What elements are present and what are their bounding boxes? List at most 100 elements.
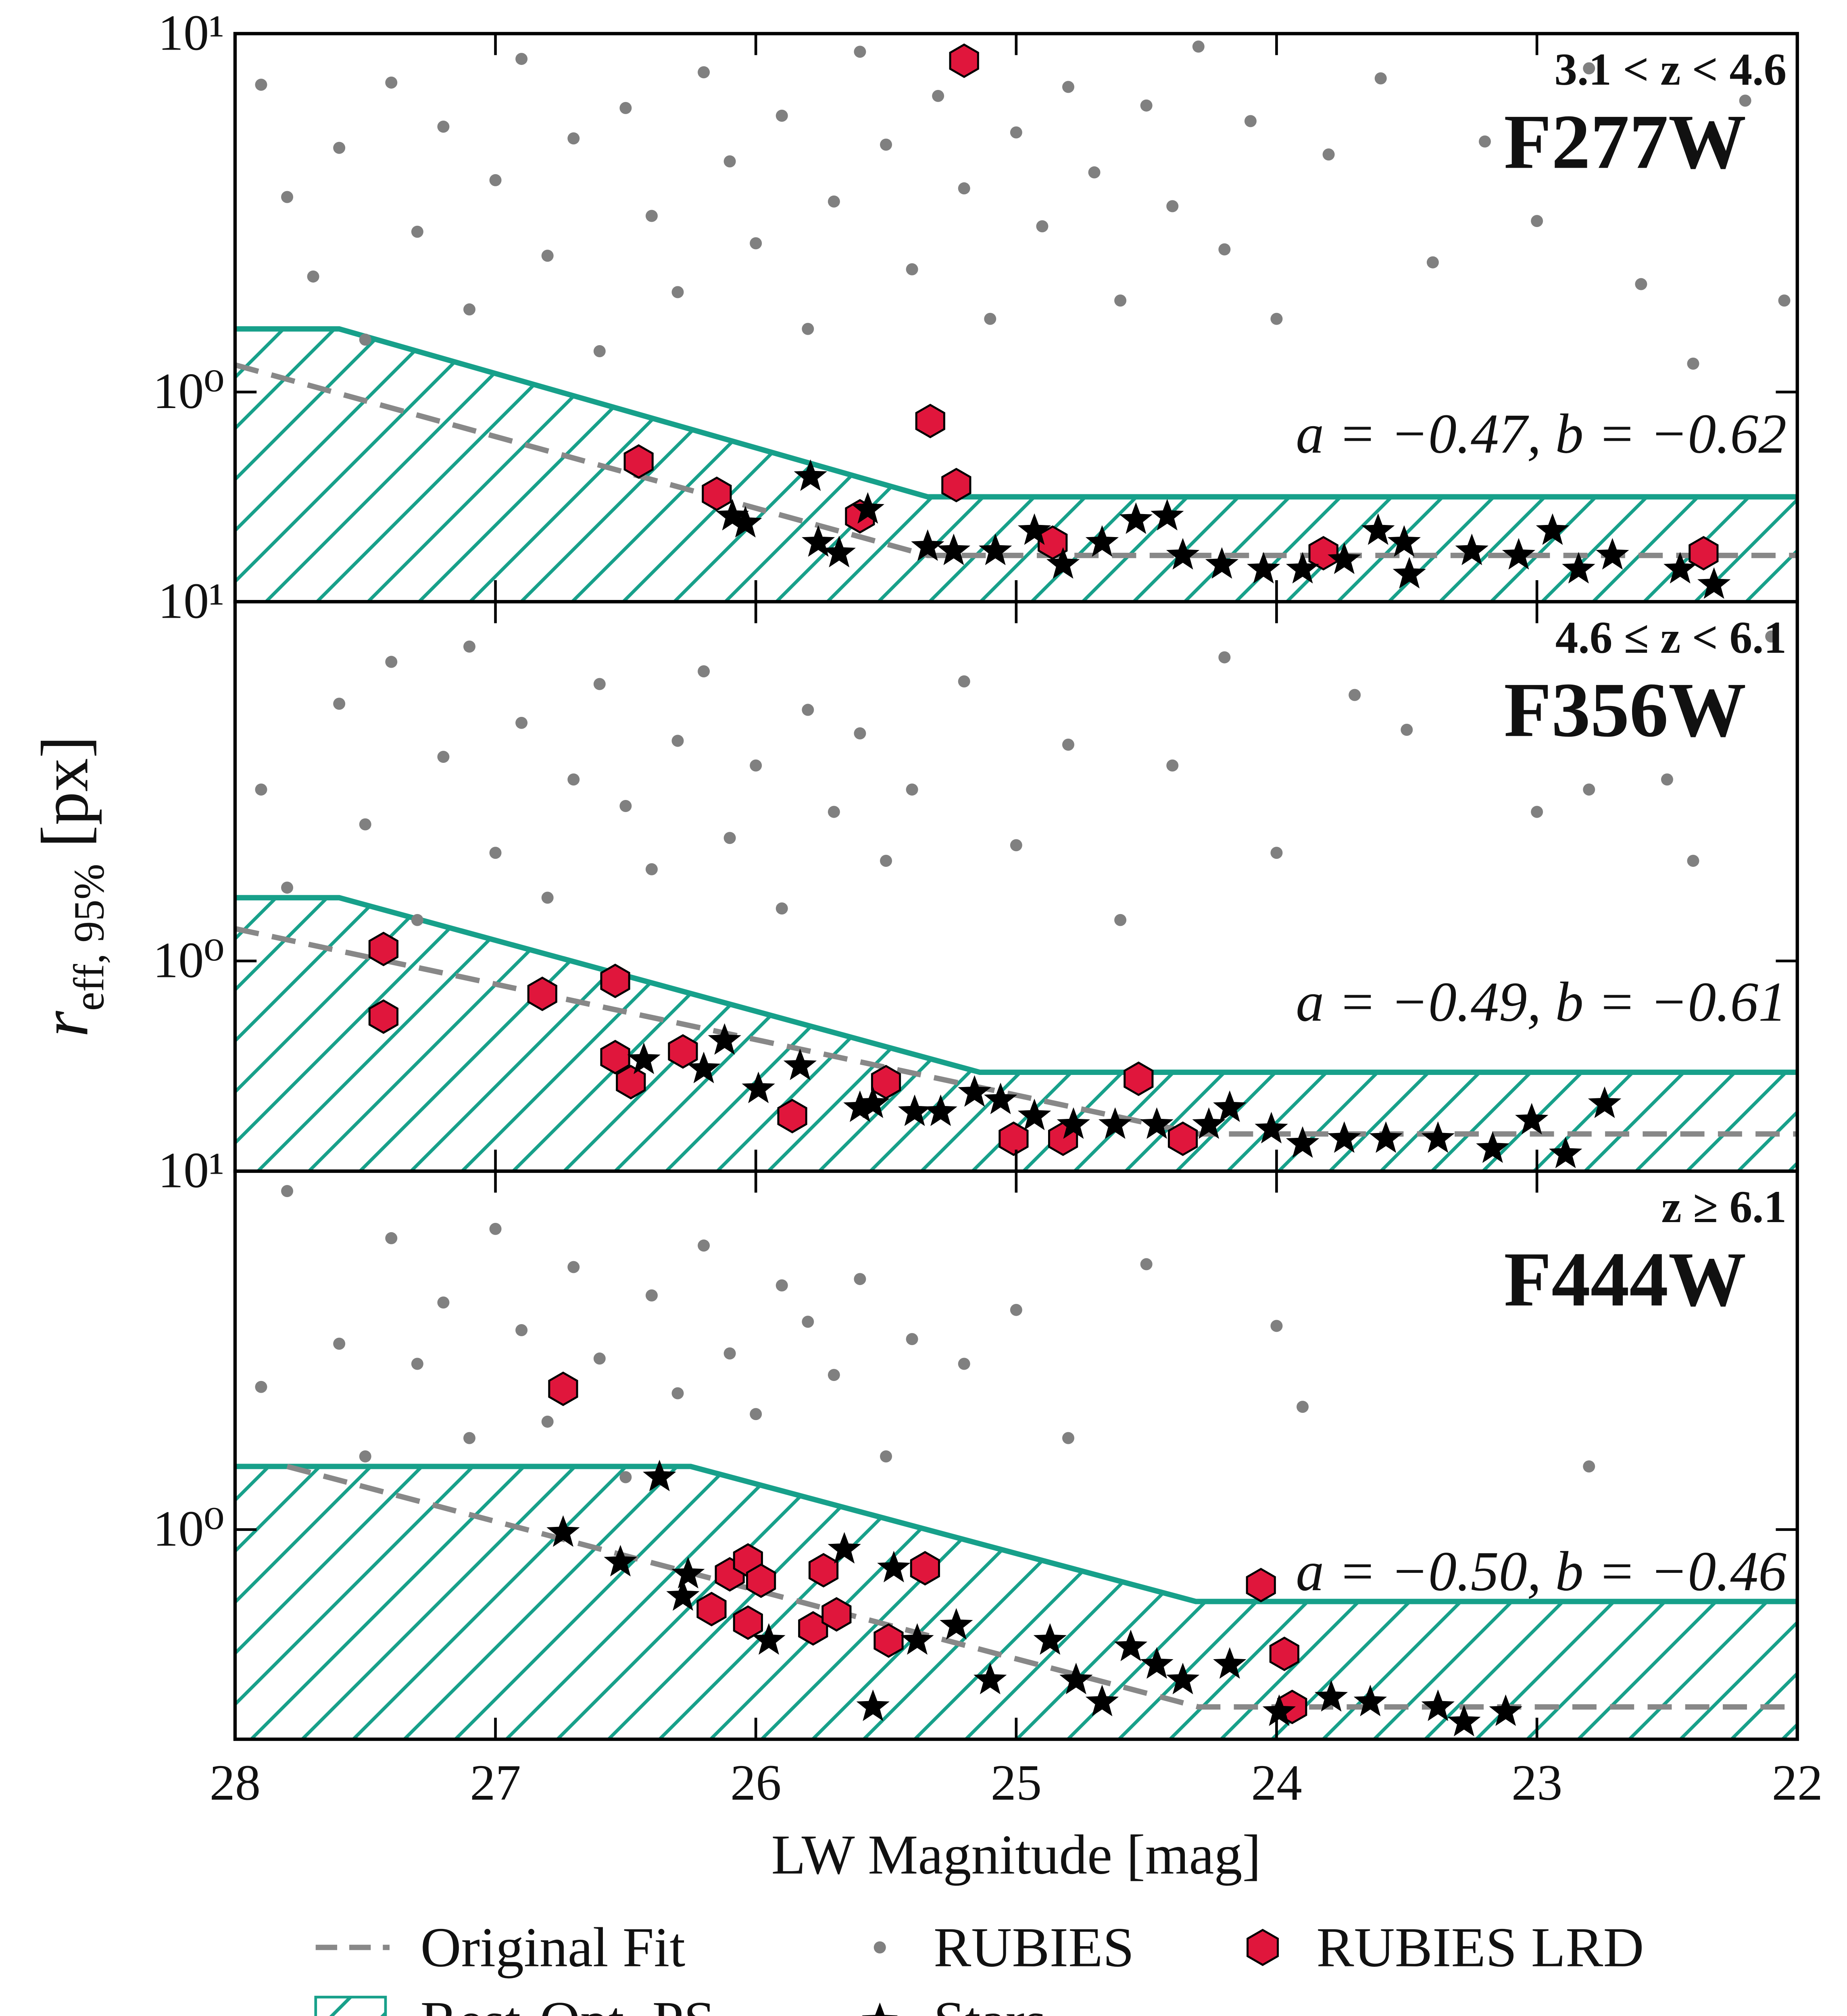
rubies-point xyxy=(1270,312,1283,325)
lrd-point xyxy=(871,1064,901,1100)
x-tick-label: 27 xyxy=(470,1754,521,1811)
legend-swatch xyxy=(862,2002,898,2016)
star-point xyxy=(1286,1126,1320,1158)
rubies-point xyxy=(359,333,371,346)
star-point xyxy=(752,1623,786,1655)
rubies-point xyxy=(880,1450,892,1463)
rubies-point xyxy=(828,806,840,818)
rubies-point xyxy=(255,79,267,91)
x-tick-label: 28 xyxy=(210,1754,261,1811)
rubies-point xyxy=(775,1279,788,1291)
lrd-point xyxy=(600,963,630,998)
star-point xyxy=(851,492,884,524)
star-point xyxy=(984,1083,1017,1114)
ps-boundary xyxy=(235,895,1797,1075)
star-point xyxy=(643,1460,676,1491)
star-point xyxy=(911,529,944,561)
rubies-point xyxy=(1478,135,1491,148)
x-tick-label: 25 xyxy=(991,1754,1042,1811)
rubies-point xyxy=(671,286,684,298)
lrd-point xyxy=(915,404,945,439)
star-point xyxy=(856,1086,890,1118)
rubies-point xyxy=(775,110,788,122)
star-point xyxy=(1166,538,1200,570)
rubies-point xyxy=(1270,1320,1283,1332)
star-point xyxy=(742,1071,775,1104)
rubies-point xyxy=(1401,724,1413,736)
rubies-point xyxy=(437,751,450,763)
rubies-point xyxy=(307,270,319,283)
legend-swatch xyxy=(314,1995,387,2016)
lrd-point xyxy=(1167,1121,1198,1156)
rubies-point xyxy=(802,1316,814,1328)
lrd-point xyxy=(1689,536,1719,571)
lrd-point xyxy=(527,977,557,1011)
star-point xyxy=(1017,1098,1051,1131)
rubies-point xyxy=(619,1471,632,1483)
rubies-point xyxy=(958,1358,970,1370)
star-point xyxy=(671,1557,705,1589)
rubies-point xyxy=(281,881,294,894)
star-point xyxy=(1476,1131,1509,1163)
star-point xyxy=(1046,547,1080,579)
star-point xyxy=(901,1623,934,1655)
y-tick-label: 10⁰ xyxy=(153,363,224,419)
rubies-point xyxy=(854,727,866,739)
star-point xyxy=(1353,1685,1387,1716)
legend-label: Stars xyxy=(934,1990,1046,2016)
star-point xyxy=(1059,1662,1093,1695)
rubies-point xyxy=(906,1333,918,1345)
rubies-point xyxy=(359,818,371,831)
rubies-point xyxy=(593,1352,606,1365)
fit-line xyxy=(235,362,1797,558)
rubies-point xyxy=(619,800,632,812)
legend-swatch xyxy=(873,1941,886,1954)
lrd-point xyxy=(1246,1568,1276,1603)
y-tick-label: 10¹ xyxy=(158,4,225,61)
plot-area xyxy=(235,40,1797,602)
rubies-point xyxy=(932,90,944,102)
rubies-point xyxy=(333,142,346,154)
lrd-point xyxy=(808,1553,839,1588)
rubies-point xyxy=(750,1408,762,1420)
star-point xyxy=(1140,1647,1174,1679)
legend-swatch xyxy=(1247,1929,1279,1966)
star-point xyxy=(1017,513,1051,545)
star-point xyxy=(1255,1112,1288,1143)
rubies-point xyxy=(385,76,398,89)
star-point xyxy=(687,1052,721,1083)
star-point xyxy=(822,535,856,568)
lrd-point xyxy=(616,1064,646,1100)
rubies-point xyxy=(489,1223,502,1235)
rubies-point xyxy=(411,914,423,926)
fit-params: a = −0.47, b = −0.62 xyxy=(1296,403,1787,465)
rubies-point xyxy=(1531,215,1543,227)
star-point xyxy=(1140,1107,1174,1139)
x-tick-label: 22 xyxy=(1772,1754,1823,1811)
rubies-point xyxy=(1374,72,1387,85)
rubies-point xyxy=(671,735,684,747)
star-point xyxy=(604,1545,637,1577)
star-point xyxy=(1515,1103,1549,1135)
lrd-point xyxy=(999,1121,1029,1156)
rubies-point xyxy=(437,121,450,133)
rubies-point xyxy=(1583,783,1595,796)
fit-line xyxy=(235,926,1797,1137)
star-point xyxy=(627,1042,661,1075)
y-tick-label: 10¹ xyxy=(158,1142,225,1199)
rubies-point xyxy=(593,678,606,690)
rubies-point xyxy=(515,716,528,729)
star-point xyxy=(1119,502,1153,534)
rubies-point xyxy=(1036,220,1049,233)
lrd-point xyxy=(702,476,732,511)
ps-region xyxy=(235,1466,1797,1739)
rubies-point xyxy=(619,102,632,114)
filter-label: F277W xyxy=(1504,98,1746,185)
star-point xyxy=(1421,1121,1455,1153)
rubies-point xyxy=(750,237,762,250)
rubies-point xyxy=(906,783,918,796)
rubies-point xyxy=(385,656,398,668)
rubies-point xyxy=(1062,1432,1074,1444)
star-point xyxy=(924,1094,957,1126)
rubies-point xyxy=(1765,630,1778,643)
